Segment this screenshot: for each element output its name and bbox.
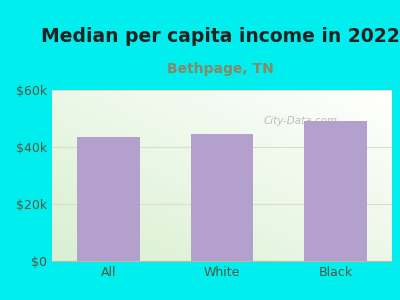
Text: Bethpage, TN: Bethpage, TN [167, 62, 273, 76]
Bar [191, 134, 253, 261]
Bar [304, 121, 366, 261]
Text: Median per capita income in 2022: Median per capita income in 2022 [41, 26, 399, 46]
Bar [78, 137, 140, 261]
Text: City-Data.com: City-Data.com [263, 116, 337, 126]
